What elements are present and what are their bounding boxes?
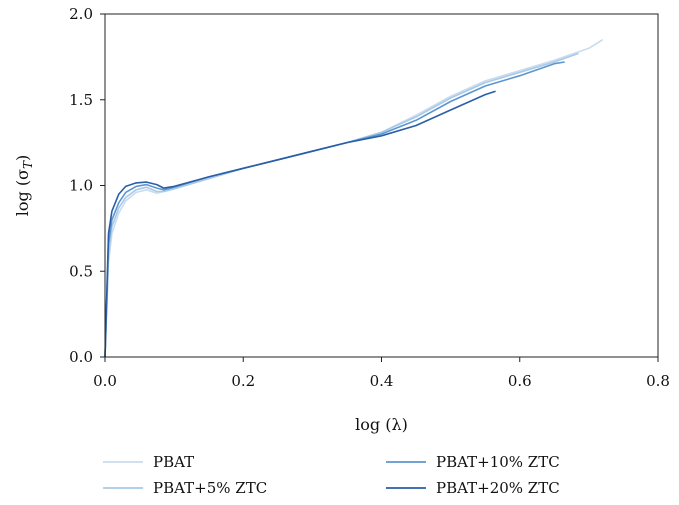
- legend-label-3: PBAT+10% ZTC: [436, 453, 560, 471]
- y-axis-title-subscript: T: [21, 160, 35, 169]
- series-line-4: [104, 90, 496, 358]
- y-axis-title-main: log (σ: [13, 169, 32, 216]
- x-tick-label: 0.2: [231, 372, 255, 390]
- legend: PBAT PBAT+5% ZTC PBAT+10% ZTC PBAT+20% ZTC: [103, 453, 560, 497]
- x-tick-label: 0.4: [370, 372, 394, 390]
- legend-label-2: PBAT+5% ZTC: [153, 479, 267, 497]
- y-axis: 0.0 0.5 1.0 1.5 2.0: [69, 5, 105, 366]
- series-line-1: [104, 39, 604, 358]
- plot-frame: [104, 13, 659, 358]
- legend-label-1: PBAT: [153, 453, 194, 471]
- series-line-2: [104, 52, 579, 358]
- x-tick-label: 0.8: [646, 372, 670, 390]
- legend-label-4: PBAT+20% ZTC: [436, 479, 560, 497]
- plot-area: [104, 39, 604, 358]
- series-line-3: [104, 61, 565, 358]
- y-axis-title: log (σT): [13, 155, 35, 217]
- y-tick-label: 1.0: [69, 177, 93, 195]
- y-tick-label: 2.0: [69, 5, 93, 23]
- y-tick-label: 0.0: [69, 348, 93, 366]
- x-axis: 0.0 0.2 0.4 0.6 0.8: [93, 357, 670, 390]
- x-tick-label: 0.0: [93, 372, 117, 390]
- x-tick-label: 0.6: [508, 372, 532, 390]
- y-tick-label: 1.5: [69, 91, 93, 109]
- y-tick-label: 0.5: [69, 262, 93, 280]
- x-axis-title: log (λ): [355, 415, 408, 434]
- y-axis-title-close: ): [13, 155, 32, 161]
